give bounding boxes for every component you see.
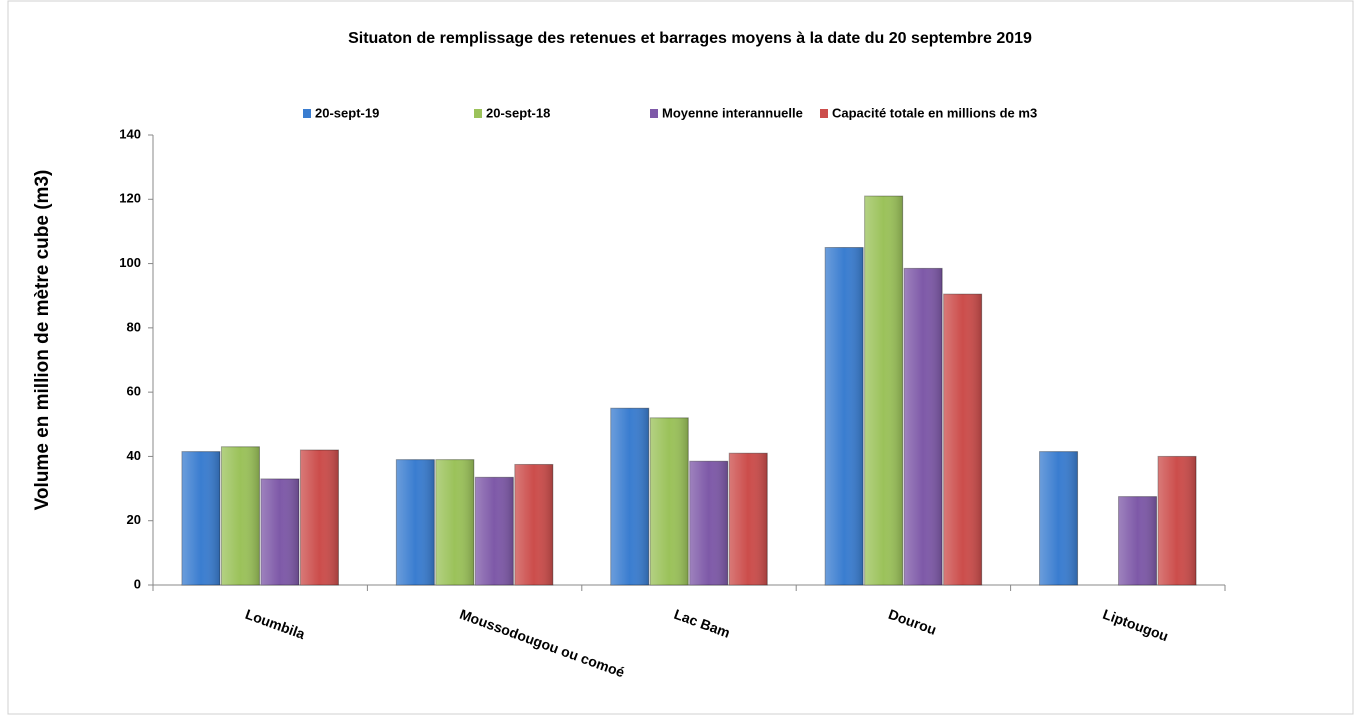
legend-swatch: [303, 109, 311, 118]
legend-swatch: [474, 109, 482, 118]
bar-shade: [943, 294, 982, 585]
y-axis-label: Volume en million de mètre cube (m3): [32, 170, 53, 511]
legend-label: 20-sept-18: [486, 105, 550, 120]
bar-shade: [825, 247, 864, 585]
bar-shade: [610, 408, 649, 585]
y-tick-label: 120: [119, 191, 141, 206]
x-tick-label: Moussodougou ou comoé: [458, 606, 627, 681]
plot: 0 20 40 60 80 100 120 140 20-sept-19 20-sept-18 Mo…: [119, 105, 1226, 681]
y-tick-label: 80: [127, 319, 141, 334]
y-tick-label: 60: [127, 384, 141, 399]
bar-shade: [1039, 451, 1078, 585]
bar-shade: [260, 478, 299, 585]
x-tick-label: Lac Bam: [672, 606, 732, 641]
x-tick-label: Liptougou: [1101, 606, 1171, 644]
bar-shade: [1158, 456, 1197, 585]
bar-shade: [221, 446, 260, 585]
y-tick-label: 40: [127, 448, 141, 463]
legend-swatch: [650, 109, 658, 118]
bar-shade: [435, 459, 474, 585]
bar-shade: [864, 196, 903, 586]
legend-swatch: [820, 109, 828, 118]
x-tick-label: Dourou: [886, 606, 938, 638]
bar-shade: [904, 268, 943, 585]
chart-title: Situaton de remplissage des retenues et …: [348, 30, 1032, 47]
bar-shade: [650, 417, 689, 585]
bar-shade: [514, 464, 553, 585]
bar-shade: [181, 451, 220, 585]
bar-shade: [475, 477, 514, 585]
y-tick-label: 0: [134, 576, 141, 591]
bar-shade: [1118, 496, 1157, 585]
bar-shade: [729, 453, 768, 585]
bar-shade: [300, 450, 339, 585]
legend-label: Moyenne interannuelle: [662, 105, 803, 120]
legend-label: Capacité totale en millions de m3: [832, 105, 1037, 120]
y-tick-label: 140: [119, 126, 141, 141]
y-tick-label: 100: [119, 255, 141, 270]
bar-shade: [689, 461, 728, 585]
chart-frame: [7, 0, 1354, 715]
legend-label: 20-sept-19: [315, 105, 379, 120]
bar-shade: [396, 459, 435, 585]
y-tick-label: 20: [127, 512, 141, 527]
x-tick-label: Loumbila: [243, 606, 307, 642]
